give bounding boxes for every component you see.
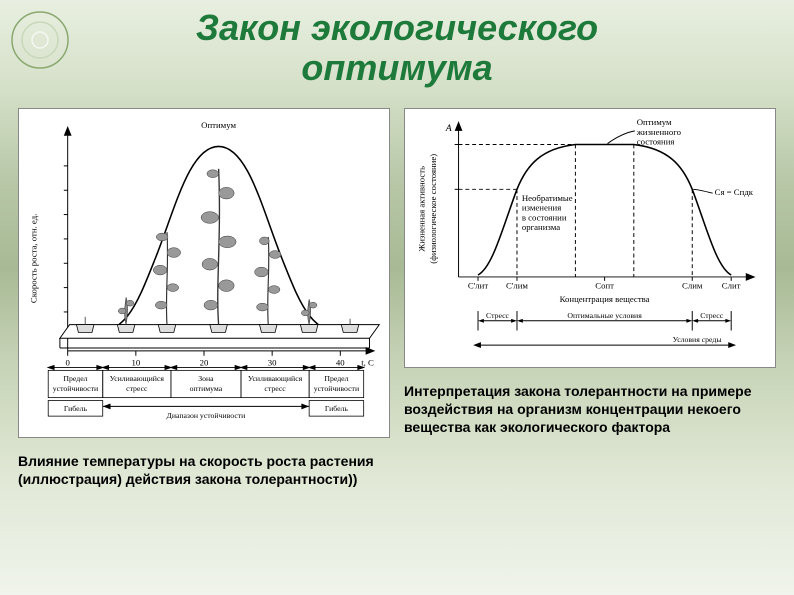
- zone: Стресс: [486, 311, 510, 320]
- svg-text:(физиологическое состояние): (физиологическое состояние): [428, 154, 438, 264]
- right-caption: Интерпретация закона толерантности на пр…: [404, 382, 776, 437]
- xtick: 40: [336, 358, 345, 368]
- xtick: 10: [131, 358, 140, 368]
- xt: С'лим: [506, 281, 528, 291]
- svg-text:Предел: Предел: [324, 374, 348, 383]
- xt: С'лит: [468, 281, 488, 291]
- svg-text:организма: организма: [522, 222, 560, 232]
- right-column: A Жизненная активность (физиологическое …: [404, 108, 776, 488]
- svg-text:Усиливающийся: Усиливающийся: [248, 374, 303, 383]
- left-column: Скорость роста, отн. ед. Оптимум: [18, 108, 390, 488]
- cpdk-label: Ся = Спдк: [715, 187, 754, 197]
- title-line1: Закон экологическогооптимума: [196, 7, 598, 88]
- svg-text:жизненного: жизненного: [636, 127, 682, 137]
- x-axis-label: Концентрация вещества: [560, 294, 650, 304]
- svg-text:оптимума: оптимума: [190, 384, 223, 393]
- xtick: 20: [200, 358, 209, 368]
- svg-text:изменения: изменения: [522, 203, 561, 213]
- env-label: Условия среды: [673, 335, 723, 344]
- xt: Сопт: [595, 281, 614, 291]
- left-diagram: Скорость роста, отн. ед. Оптимум: [18, 108, 390, 438]
- svg-text:Жизненная активность: Жизненная активность: [416, 166, 426, 252]
- xt: Слит: [722, 281, 741, 291]
- gibel-right: Гибель: [325, 404, 349, 413]
- svg-text:Усиливающийся: Усиливающийся: [110, 374, 165, 383]
- svg-text:стресс: стресс: [126, 384, 148, 393]
- svg-text:Зона: Зона: [198, 374, 214, 383]
- side-annot: Необратимые: [522, 193, 573, 203]
- plants: [76, 169, 358, 333]
- top-label: Оптимум: [201, 120, 236, 130]
- zone: Оптимальные условия: [567, 311, 642, 320]
- range-label: Диапазон устойчивости: [167, 411, 246, 420]
- svg-text:состояния: состояния: [637, 137, 675, 147]
- svg-text:Предел: Предел: [63, 374, 87, 383]
- y-top: A: [445, 123, 452, 134]
- svg-text:в состоянии: в состоянии: [522, 212, 567, 222]
- zone: Стресс: [700, 311, 724, 320]
- y-axis-label: Скорость роста, отн. ед.: [29, 214, 39, 303]
- content-row: Скорость роста, отн. ед. Оптимум: [0, 108, 794, 488]
- svg-text:стресс: стресс: [264, 384, 286, 393]
- svg-text:устойчивости: устойчивости: [53, 384, 98, 393]
- left-caption: Влияние температуры на скорость роста ра…: [18, 452, 390, 488]
- xt: Слим: [682, 281, 703, 291]
- svg-text:устойчивости: устойчивости: [314, 384, 359, 393]
- x-axis-label: t, C: [361, 358, 374, 368]
- gibel-left: Гибель: [64, 404, 88, 413]
- page-title: Закон экологическогооптимума: [0, 0, 794, 87]
- right-diagram: A Жизненная активность (физиологическое …: [404, 108, 776, 368]
- xtick: 0: [65, 358, 70, 368]
- xtick: 30: [268, 358, 277, 368]
- top-annot: Оптимум: [637, 117, 672, 127]
